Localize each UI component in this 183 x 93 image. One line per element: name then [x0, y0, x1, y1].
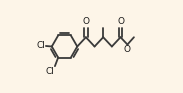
Text: O: O — [124, 45, 131, 54]
Text: Cl: Cl — [37, 41, 45, 50]
Text: O: O — [117, 17, 124, 26]
Text: Cl: Cl — [46, 67, 55, 76]
Text: O: O — [82, 17, 89, 26]
